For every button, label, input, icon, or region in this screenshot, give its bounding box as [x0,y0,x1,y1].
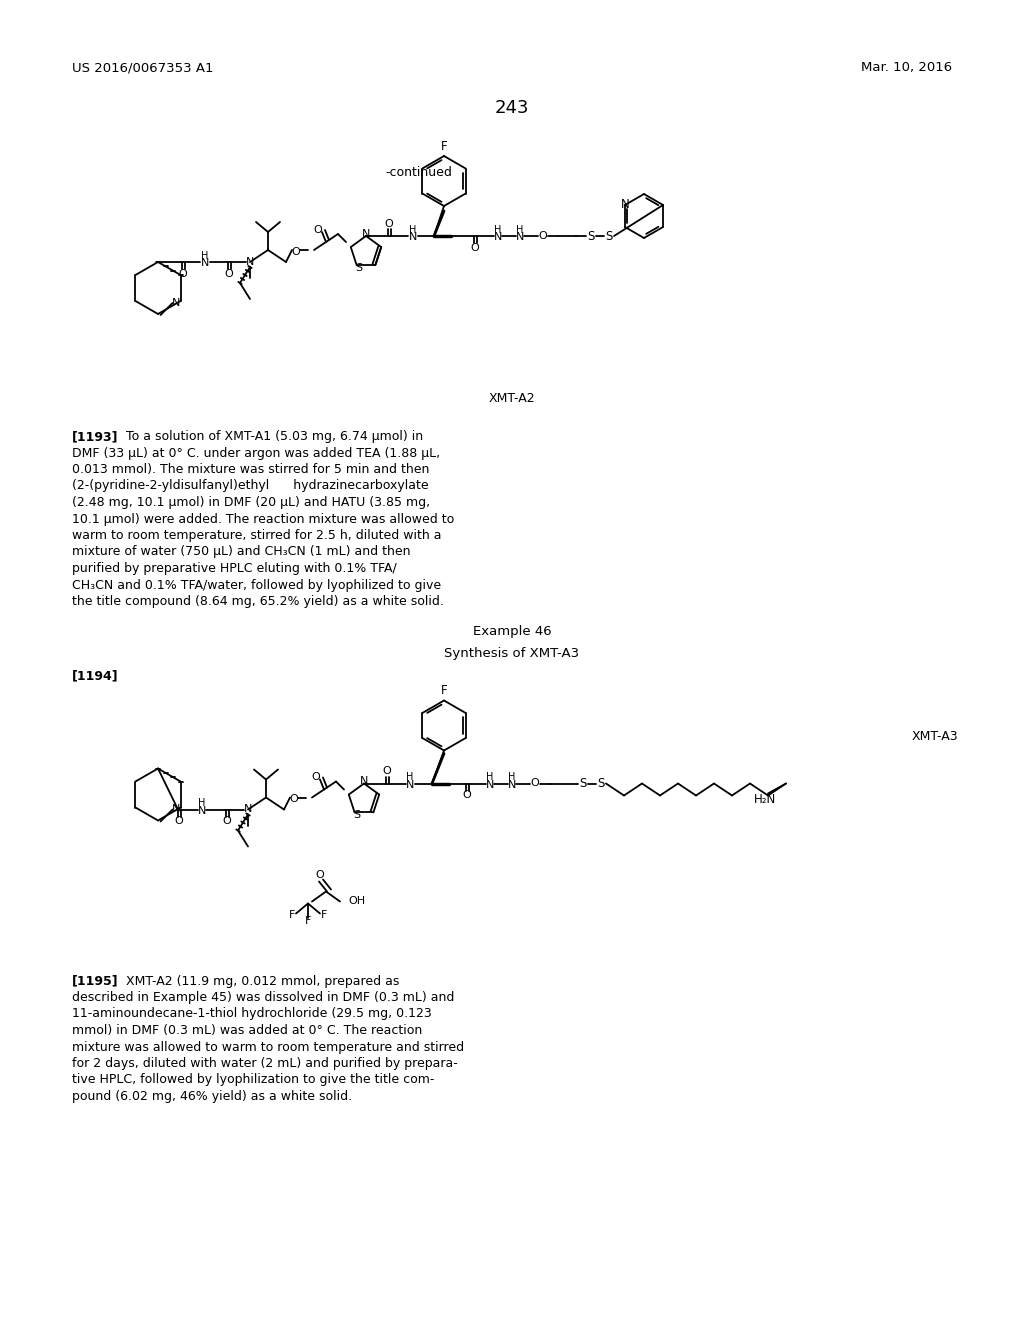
Text: O: O [224,269,233,279]
Text: N: N [198,805,206,816]
Text: mixture of water (750 μL) and CH₃CN (1 mL) and then: mixture of water (750 μL) and CH₃CN (1 m… [72,545,411,558]
Text: XMT-A2 (11.9 mg, 0.012 mmol, prepared as: XMT-A2 (11.9 mg, 0.012 mmol, prepared as [114,974,399,987]
Text: O: O [539,231,548,242]
Text: H₂N: H₂N [754,793,776,807]
Text: purified by preparative HPLC eluting with 0.1% TFA/: purified by preparative HPLC eluting wit… [72,562,396,576]
Text: O: O [292,247,300,257]
Text: [1194]: [1194] [72,669,119,682]
Text: H: H [199,799,206,808]
Text: mmol) in DMF (0.3 mL) was added at 0° C. The reaction: mmol) in DMF (0.3 mL) was added at 0° C.… [72,1024,422,1038]
Text: the title compound (8.64 mg, 65.2% yield) as a white solid.: the title compound (8.64 mg, 65.2% yield… [72,595,443,609]
Text: N: N [244,804,252,814]
Text: 243: 243 [495,99,529,117]
Text: O: O [311,772,321,783]
Text: S: S [605,230,612,243]
Text: F: F [321,911,328,920]
Text: warm to room temperature, stirred for 2.5 h, diluted with a: warm to room temperature, stirred for 2.… [72,529,441,543]
Text: H: H [202,251,209,261]
Text: DMF (33 μL) at 0° C. under argon was added TEA (1.88 μL,: DMF (33 μL) at 0° C. under argon was add… [72,446,440,459]
Text: mixture was allowed to warm to room temperature and stirred: mixture was allowed to warm to room temp… [72,1040,464,1053]
Text: H: H [508,772,516,783]
Text: N: N [361,228,371,239]
Text: O: O [315,870,325,879]
Text: N: N [508,780,516,789]
Text: N: N [172,298,180,308]
Text: (2.48 mg, 10.1 μmol) in DMF (20 μL) and HATU (3.85 mg,: (2.48 mg, 10.1 μmol) in DMF (20 μL) and … [72,496,430,510]
Text: H: H [495,224,502,235]
Text: O: O [290,795,298,804]
Text: O: O [313,224,323,235]
Text: F: F [305,916,311,927]
Text: N: N [485,780,495,789]
Text: Synthesis of XMT-A3: Synthesis of XMT-A3 [444,648,580,660]
Text: S: S [355,263,362,273]
Text: 0.013 mmol). The mixture was stirred for 5 min and then: 0.013 mmol). The mixture was stirred for… [72,463,429,477]
Text: N: N [359,776,369,787]
Text: Mar. 10, 2016: Mar. 10, 2016 [861,62,952,74]
Text: for 2 days, diluted with water (2 mL) and purified by prepara-: for 2 days, diluted with water (2 mL) an… [72,1057,458,1071]
Text: N: N [201,257,209,268]
Text: H: H [516,224,523,235]
Text: Example 46: Example 46 [473,626,551,639]
Text: pound (6.02 mg, 46% yield) as a white solid.: pound (6.02 mg, 46% yield) as a white so… [72,1090,352,1104]
Text: XMT-A2: XMT-A2 [488,392,536,404]
Text: F: F [289,911,295,920]
Text: O: O [383,767,391,776]
Text: To a solution of XMT-A1 (5.03 mg, 6.74 μmol) in: To a solution of XMT-A1 (5.03 mg, 6.74 μ… [114,430,423,444]
Text: N: N [494,232,502,242]
Text: tive HPLC, followed by lyophilization to give the title com-: tive HPLC, followed by lyophilization to… [72,1073,434,1086]
Text: F: F [440,684,447,697]
Text: N: N [409,232,417,242]
Text: CH₃CN and 0.1% TFA/water, followed by lyophilized to give: CH₃CN and 0.1% TFA/water, followed by ly… [72,578,441,591]
Text: S: S [597,777,605,789]
Text: O: O [530,779,540,788]
Text: XMT-A3: XMT-A3 [911,730,958,742]
Text: N: N [246,257,254,267]
Text: N: N [172,804,180,814]
Text: US 2016/0067353 A1: US 2016/0067353 A1 [72,62,213,74]
Text: N: N [406,780,414,789]
Text: O: O [222,817,231,826]
Text: H: H [410,224,417,235]
Text: N: N [621,198,630,211]
Text: O: O [463,791,471,800]
Text: O: O [471,243,479,253]
Text: -continued: -continued [385,165,452,178]
Text: OH: OH [348,896,366,907]
Text: F: F [440,140,447,153]
Text: O: O [178,269,187,279]
Text: N: N [516,232,524,242]
Text: O: O [385,219,393,228]
Text: S: S [353,810,360,821]
Text: 11-aminoundecane-1-thiol hydrochloride (29.5 mg, 0.123: 11-aminoundecane-1-thiol hydrochloride (… [72,1007,432,1020]
Text: S: S [580,777,587,789]
Text: (2-(pyridine-2-yldisulfanyl)ethyl      hydrazinecarboxylate: (2-(pyridine-2-yldisulfanyl)ethyl hydraz… [72,479,429,492]
Text: [1195]: [1195] [72,974,119,987]
Text: O: O [175,817,183,826]
Text: H: H [486,772,494,783]
Text: 10.1 μmol) were added. The reaction mixture was allowed to: 10.1 μmol) were added. The reaction mixt… [72,512,455,525]
Text: S: S [588,230,595,243]
Text: [1193]: [1193] [72,430,119,444]
Text: described in Example 45) was dissolved in DMF (0.3 mL) and: described in Example 45) was dissolved i… [72,991,455,1005]
Text: H: H [407,772,414,783]
